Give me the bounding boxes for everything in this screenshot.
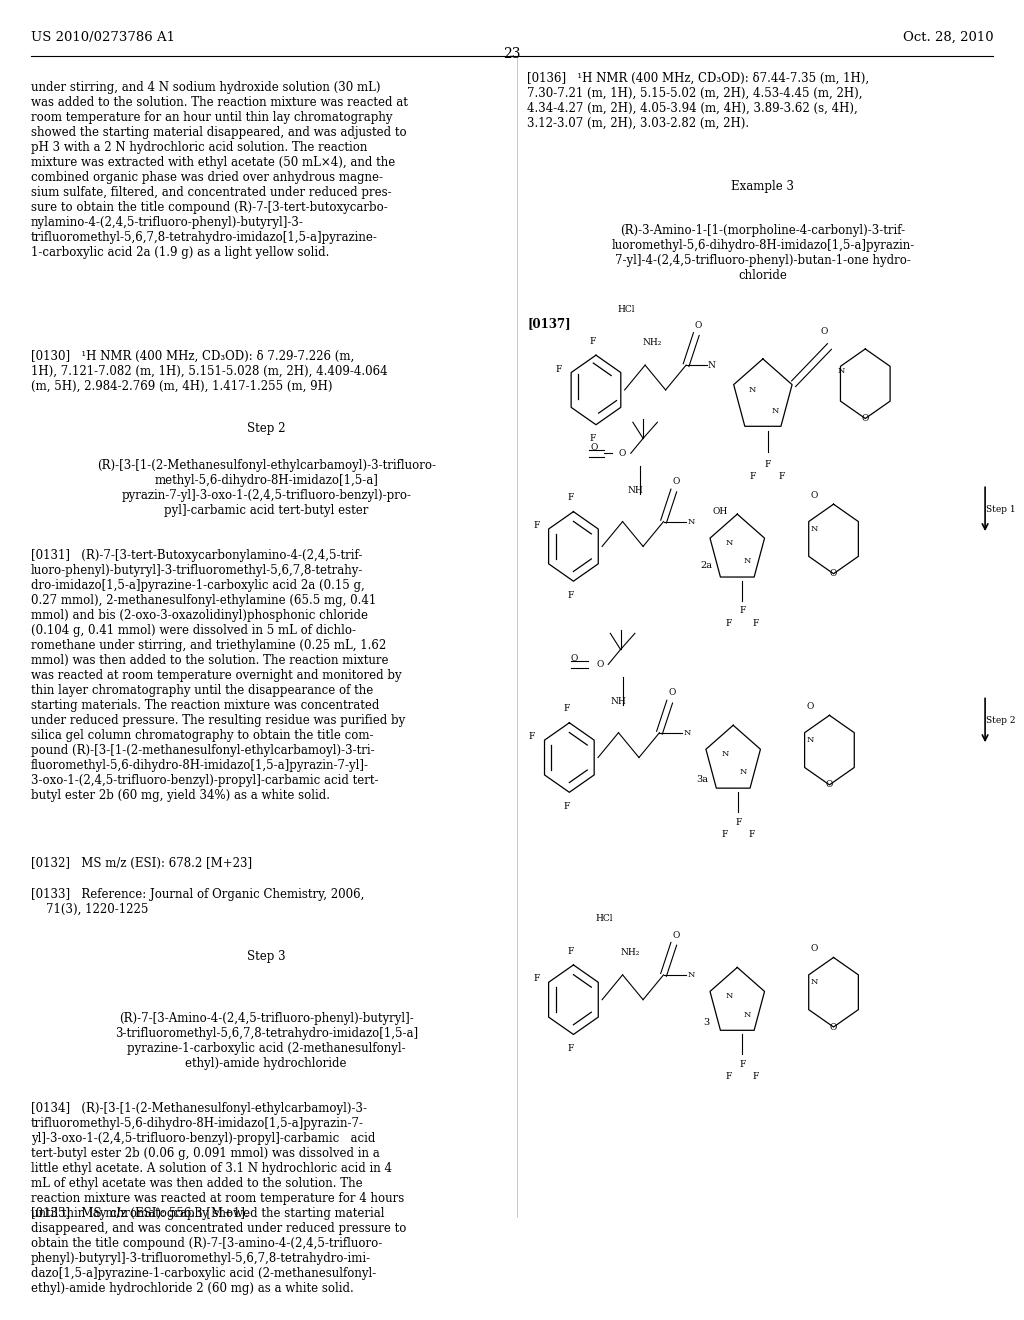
Text: N: N (743, 557, 752, 565)
Text: N: N (725, 991, 733, 1001)
Text: F: F (753, 1072, 759, 1081)
Text: NH₂: NH₂ (643, 338, 662, 347)
Text: [0135]   MS m/z (ESI): 556.3 [M+1].: [0135] MS m/z (ESI): 556.3 [M+1]. (31, 1206, 249, 1220)
Text: N: N (806, 737, 814, 744)
Text: NH: NH (610, 697, 627, 706)
Text: 23: 23 (503, 48, 521, 61)
Text: O: O (596, 660, 604, 669)
Text: F: F (563, 705, 569, 713)
Text: F: F (567, 494, 573, 502)
Text: [0130]   ¹H NMR (400 MHz, CD₃OD): δ 7.29-7.226 (m,
1H), 7.121-7.082 (m, 1H), 5.1: [0130] ¹H NMR (400 MHz, CD₃OD): δ 7.29-7… (31, 350, 387, 393)
Text: (R)-[3-[1-(2-Methanesulfonyl-ethylcarbamoyl)-3-trifluoro-
methyl-5,6-dihydro-8H-: (R)-[3-[1-(2-Methanesulfonyl-ethylcarbam… (96, 459, 436, 517)
Text: F: F (532, 974, 540, 983)
Text: F: F (753, 619, 759, 628)
Text: F: F (778, 473, 784, 482)
Text: O: O (810, 491, 818, 500)
Text: Step 1: Step 1 (986, 504, 1015, 513)
Text: 3: 3 (703, 1018, 710, 1027)
Text: N: N (749, 385, 757, 393)
Text: NH: NH (627, 486, 643, 495)
Text: O: O (810, 944, 818, 953)
Text: O: O (861, 414, 869, 422)
Text: F: F (555, 364, 562, 374)
Text: [0136]   ¹H NMR (400 MHz, CD₃OD): δ7.44-7.35 (m, 1H),
7.30-7.21 (m, 1H), 5.15-5.: [0136] ¹H NMR (400 MHz, CD₃OD): δ7.44-7.… (527, 73, 869, 131)
Text: HCl: HCl (595, 915, 613, 924)
Text: F: F (567, 590, 573, 599)
Text: F: F (726, 1072, 732, 1081)
Text: Step 3: Step 3 (247, 950, 286, 964)
Text: O: O (829, 1023, 838, 1031)
Text: (R)-7-[3-Amino-4-(2,4,5-trifluoro-phenyl)-butyryl]-
3-trifluoromethyl-5,6,7,8-te: (R)-7-[3-Amino-4-(2,4,5-trifluoro-phenyl… (115, 1012, 418, 1071)
Text: F: F (567, 946, 573, 956)
Text: F: F (739, 1060, 745, 1069)
Text: O: O (820, 327, 828, 337)
Text: under stirring, and 4 N sodium hydroxide solution (30 mL)
was added to the solut: under stirring, and 4 N sodium hydroxide… (31, 81, 408, 259)
Text: N: N (683, 729, 691, 737)
Text: NH₂: NH₂ (621, 948, 639, 957)
Text: F: F (765, 459, 771, 469)
Text: O: O (668, 689, 676, 697)
Text: HCl: HCl (617, 305, 636, 314)
Text: N: N (725, 539, 733, 546)
Text: O: O (590, 442, 598, 451)
Text: (R)-3-Amino-1-[1-(morpholine-4-carbonyl)-3-trif-
luoromethyl-5,6-dihydro-8H-imid: (R)-3-Amino-1-[1-(morpholine-4-carbonyl)… (611, 223, 914, 281)
Text: O: O (672, 931, 680, 940)
Text: F: F (567, 1044, 573, 1053)
Text: F: F (590, 434, 596, 444)
Text: N: N (838, 367, 846, 375)
Text: O: O (829, 569, 838, 578)
Text: N: N (743, 1011, 752, 1019)
Text: Oct. 28, 2010: Oct. 28, 2010 (902, 32, 993, 44)
Text: F: F (750, 473, 756, 482)
Text: N: N (739, 768, 748, 776)
Text: [0132]   MS m/z (ESI): 678.2 [M+23]: [0132] MS m/z (ESI): 678.2 [M+23] (31, 857, 252, 870)
Text: Step 2: Step 2 (247, 422, 286, 436)
Text: F: F (735, 817, 741, 826)
Text: Step 2: Step 2 (986, 715, 1015, 725)
Text: F: F (563, 801, 569, 810)
Text: N: N (771, 407, 779, 414)
Text: F: F (528, 733, 536, 741)
Text: 3a: 3a (696, 775, 709, 784)
Text: O: O (618, 449, 627, 458)
Text: O: O (672, 478, 680, 486)
Text: [0134]   (R)-[3-[1-(2-Methanesulfonyl-ethylcarbamoyl)-3-
trifluoromethyl-5,6-dih: [0134] (R)-[3-[1-(2-Methanesulfonyl-ethy… (31, 1101, 407, 1295)
Text: 2a: 2a (700, 561, 713, 569)
Text: F: F (532, 521, 540, 531)
Text: F: F (722, 830, 728, 840)
Text: N: N (721, 750, 729, 758)
Text: O: O (825, 780, 834, 789)
Text: [0137]: [0137] (527, 317, 571, 330)
Text: N: N (687, 517, 695, 525)
Text: N: N (810, 525, 818, 533)
Text: [0131]   (R)-7-[3-tert-Butoxycarbonylamino-4-(2,4,5-trif-
luoro-phenyl)-butyryl]: [0131] (R)-7-[3-tert-Butoxycarbonylamino… (31, 549, 404, 801)
Text: OH: OH (713, 507, 727, 516)
Text: F: F (726, 619, 732, 628)
Text: US 2010/0273786 A1: US 2010/0273786 A1 (31, 32, 175, 44)
Text: F: F (590, 337, 596, 346)
Text: O: O (694, 321, 702, 330)
Text: F: F (749, 830, 755, 840)
Text: F: F (739, 606, 745, 615)
Text: N: N (687, 970, 695, 979)
Text: [0133]   Reference: Journal of Organic Chemistry, 2006,
    71(3), 1220-1225: [0133] Reference: Journal of Organic Che… (31, 888, 365, 916)
Text: N: N (708, 360, 716, 370)
Text: N: N (810, 978, 818, 986)
Text: O: O (806, 702, 814, 711)
Text: Example 3: Example 3 (731, 180, 795, 193)
Text: O: O (570, 653, 579, 663)
